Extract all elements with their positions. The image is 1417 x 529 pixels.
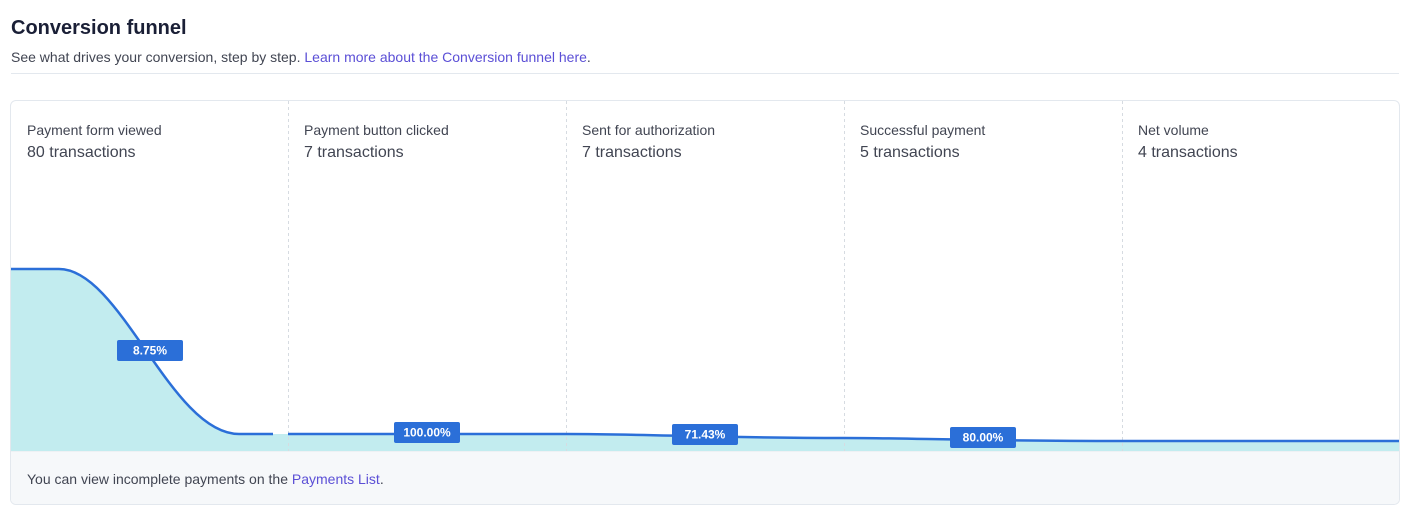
step-label: Sent for authorization [582, 122, 716, 138]
step-label: Payment button clicked [304, 122, 449, 138]
step-count: 4 transactions [1138, 144, 1238, 161]
funnel-card: 8.75% 100.00% 71.43% 80.00% Payment form… [10, 100, 1400, 505]
learn-more-link[interactable]: Learn more about the Conversion funnel h… [304, 49, 587, 65]
step-label: Net volume [1138, 122, 1209, 138]
funnel-chart: 8.75% 100.00% 71.43% 80.00% [11, 101, 1399, 451]
funnel-line-segment-2 [288, 432, 1399, 443]
rate-badge-2-text: 100.00% [403, 426, 451, 440]
step-label: Payment form viewed [27, 122, 162, 138]
step-net-volume: Net volume 4 transactions [1138, 121, 1238, 163]
step-label: Successful payment [860, 122, 986, 138]
page-title: Conversion funnel [11, 17, 187, 39]
step-count: 80 transactions [27, 144, 136, 161]
rate-badge-3-text: 71.43% [685, 428, 726, 442]
header-divider [11, 73, 1399, 74]
step-sent-for-authorization: Sent for authorization 7 transactions [582, 121, 715, 163]
step-count: 7 transactions [304, 144, 404, 161]
page-header: Conversion funnel See what drives your c… [11, 16, 1399, 66]
rate-badge-1-text: 8.75% [133, 344, 167, 358]
payments-list-link[interactable]: Payments List [291, 471, 380, 487]
subtitle-text: See what drives your conversion, step by… [11, 49, 305, 65]
funnel-area [11, 269, 1399, 451]
footer-end: . [379, 471, 384, 487]
step-successful-payment: Successful payment 5 transactions [860, 121, 985, 163]
funnel-footer: You can view incomplete payments on the … [11, 451, 1399, 504]
step-count: 5 transactions [860, 144, 960, 161]
rate-badge-3: 71.43% [672, 424, 738, 445]
footer-text: You can view incomplete payments on the [27, 471, 292, 487]
subtitle-end: . [586, 49, 591, 65]
rate-badge-2: 100.00% [394, 422, 460, 443]
step-count: 7 transactions [582, 144, 682, 161]
rate-badge-1: 8.75% [117, 340, 183, 361]
rate-badge-4-text: 80.00% [963, 431, 1004, 445]
step-payment-form-viewed: Payment form viewed 80 transactions [27, 121, 162, 163]
rate-badge-4: 80.00% [950, 427, 1016, 448]
step-payment-button-clicked: Payment button clicked 7 transactions [304, 121, 449, 163]
page-subtitle: See what drives your conversion, step by… [11, 48, 1399, 66]
